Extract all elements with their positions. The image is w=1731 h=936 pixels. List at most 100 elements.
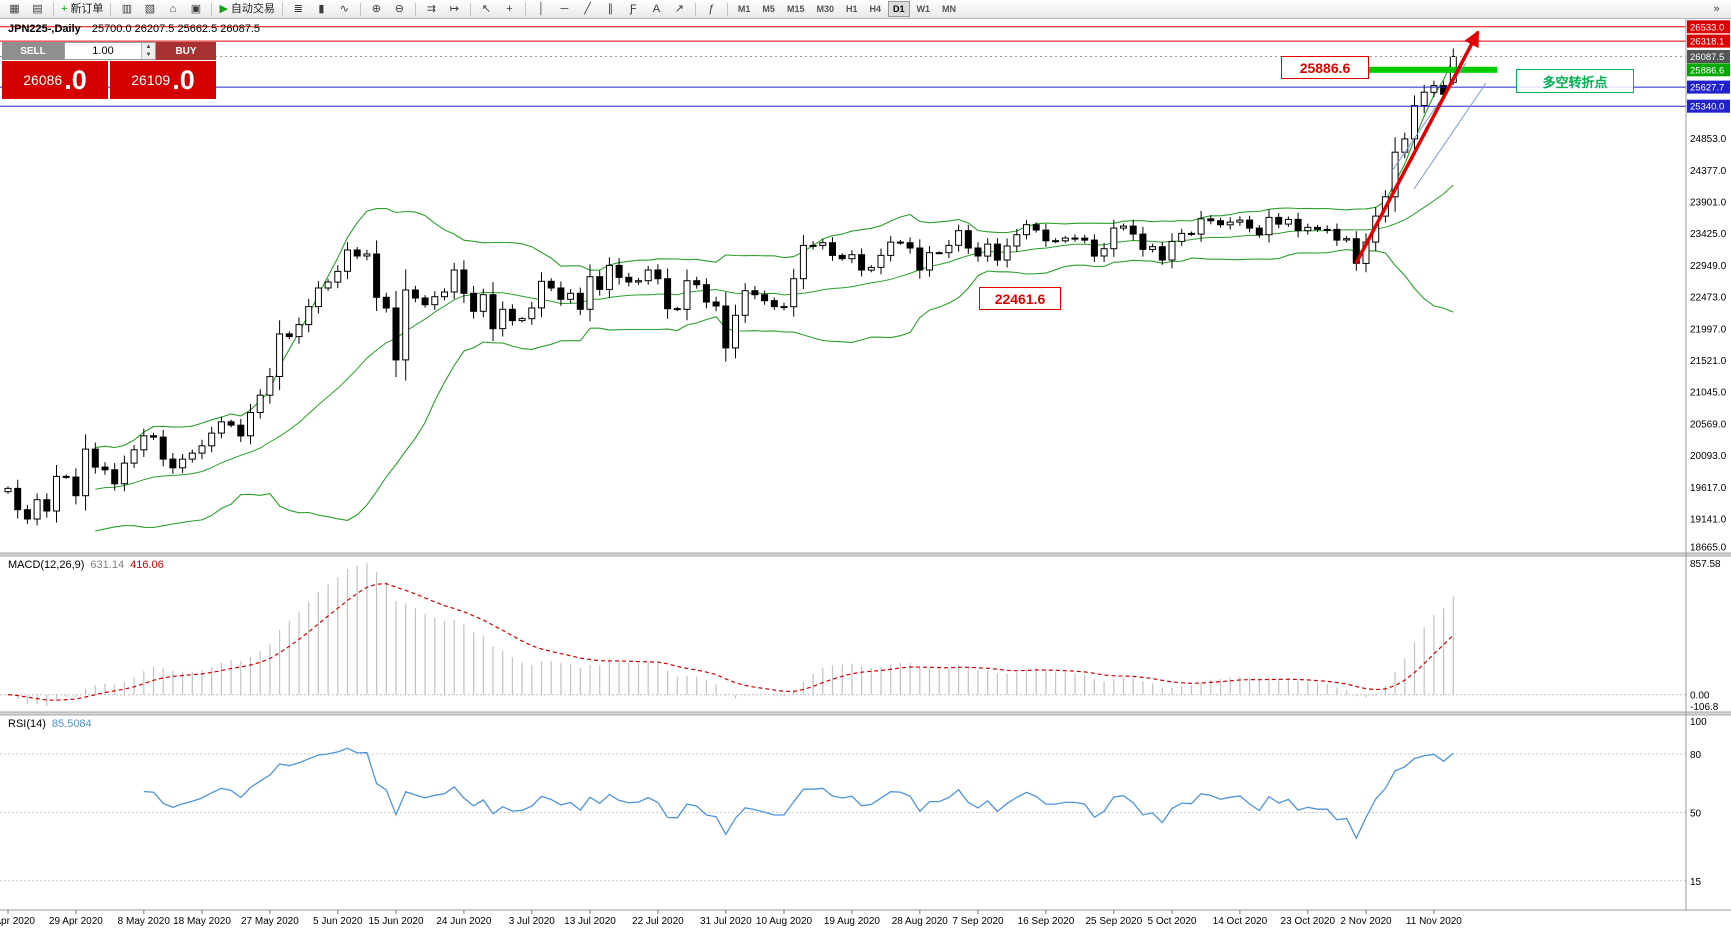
toolbar-button-data-window[interactable]: ▧ (138, 0, 161, 18)
toolbar-button-new-order[interactable]: + 新订单 (58, 0, 106, 18)
timeframe-w1[interactable]: W1 (916, 4, 931, 14)
toolbar-separator (694, 2, 696, 16)
svg-text:2 Nov 2020: 2 Nov 2020 (1340, 916, 1392, 927)
bar-chart-mode-icon: ≣ (293, 3, 304, 15)
toolbar-button-indicators[interactable]: ƒ (700, 0, 723, 18)
arrow-tool-icon: ↗ (674, 3, 685, 15)
sell-button[interactable]: SELL (2, 42, 64, 60)
resistance-price-label[interactable]: 25886.6 (1281, 56, 1369, 79)
trendline-tool-icon: ╱ (584, 3, 591, 15)
toolbar-button-trendline-tool[interactable]: ╱ (576, 0, 599, 18)
svg-text:24377.0: 24377.0 (1690, 166, 1727, 177)
toolbar-separator (359, 2, 361, 16)
svg-text:22473.0: 22473.0 (1690, 293, 1727, 304)
toolbar-button-terminal[interactable]: ▣ (184, 0, 207, 18)
sell-price-frac: .0 (64, 65, 87, 95)
volume-box: ▲ ▼ (64, 42, 156, 60)
timeframe-h4[interactable]: H4 (869, 4, 881, 14)
toolbar-button-zoom-out[interactable]: ⊖ (388, 0, 411, 18)
toolbar-button-fibonacci-tool[interactable]: Ƒ (622, 0, 645, 18)
svg-text:22949.0: 22949.0 (1690, 261, 1727, 272)
svg-text:22 Jul 2020: 22 Jul 2020 (632, 916, 684, 927)
toolbar-separator (110, 2, 112, 16)
svg-text:25886.6: 25886.6 (1690, 65, 1724, 76)
support-price-label[interactable]: 22461.6 (979, 287, 1061, 310)
horizontal-line-tool-icon: ─ (560, 3, 569, 15)
svg-text:3 Jul 2020: 3 Jul 2020 (509, 916, 556, 927)
toolbar-separator (281, 2, 283, 16)
timeframe-mn[interactable]: MN (942, 4, 957, 14)
toolbar-button-navigator[interactable]: ⌂ (161, 0, 184, 18)
chart-title: JPN225-,Daily 25700.0 26207.5 25662.5 26… (8, 23, 260, 35)
svg-text:26318.1: 26318.1 (1690, 37, 1724, 48)
toolbar-button-bar-chart-mode[interactable]: ≣ (287, 0, 310, 18)
toolbar-button-chart-shift[interactable]: ↦ (443, 0, 466, 18)
svg-text:11 Nov 2020: 11 Nov 2020 (1406, 916, 1462, 927)
toolbar-button-channel-tool[interactable]: ∥ (599, 0, 622, 18)
svg-text:23425.0: 23425.0 (1690, 229, 1727, 240)
timeframe-m5[interactable]: M5 (762, 4, 775, 14)
sell-price-button[interactable]: 26086 .0 (2, 61, 108, 99)
indicators-icon: ƒ (708, 3, 715, 15)
timeframe-m1[interactable]: M1 (737, 4, 751, 14)
volume-input[interactable] (65, 44, 141, 58)
toolbar-button-vertical-line-tool[interactable]: │ (530, 0, 553, 18)
svg-text:18 May 2020: 18 May 2020 (173, 916, 231, 927)
toolbar-button-chart-profiles[interactable]: ▤ (26, 0, 49, 18)
volume-stepper: ▲ ▼ (141, 43, 155, 59)
timeframe-d1[interactable]: D1 (888, 1, 910, 17)
toolbar-button-toolbar-overflow[interactable]: » (1713, 3, 1720, 15)
cursor-mode-icon: ↖ (481, 3, 492, 15)
toolbar-separator (414, 2, 416, 16)
svg-text:0.00: 0.00 (1690, 691, 1710, 702)
channel-tool-icon: ∥ (607, 3, 614, 15)
svg-text:26087.5: 26087.5 (1690, 52, 1724, 63)
toolbar-button-auto-scroll[interactable]: ⇉ (420, 0, 443, 18)
svg-text:25627.7: 25627.7 (1690, 83, 1724, 94)
volume-increase-button[interactable]: ▲ (142, 43, 155, 51)
chart-shift-icon: ↦ (449, 3, 460, 15)
toolbar-button-horizontal-line-tool[interactable]: ─ (553, 0, 576, 18)
line-chart-mode-icon: ∿ (339, 3, 350, 15)
timeframe-m15[interactable]: M15 (786, 4, 805, 14)
turning-point-note[interactable]: 多空转折点 (1516, 69, 1634, 93)
toolbar-button-cursor-mode[interactable]: ↖ (475, 0, 498, 18)
svg-text:20093.0: 20093.0 (1690, 451, 1727, 462)
new-chart-icon: ▦ (9, 3, 20, 15)
svg-text:21521.0: 21521.0 (1690, 356, 1727, 367)
toolbar-button-candlestick-mode[interactable]: ▮ (310, 0, 333, 18)
toolbar-button-crosshair-mode[interactable]: + (498, 0, 521, 18)
toolbar-separator (53, 2, 54, 16)
sell-price-main: 26086 (23, 72, 63, 88)
toolbar-right-group: » (1705, 0, 1728, 18)
svg-text:8 May 2020: 8 May 2020 (118, 916, 171, 927)
market-watch-icon: ▥ (121, 3, 133, 15)
svg-text:29 Apr 2020: 29 Apr 2020 (49, 916, 103, 927)
svg-text:50: 50 (1690, 809, 1702, 820)
timeframe-h1[interactable]: H1 (845, 4, 858, 14)
crosshair-mode-icon: + (506, 3, 513, 15)
toolbar-button-text-tool[interactable]: A (645, 0, 668, 18)
rsi-pane-label: RSI(14) 85.5084 (8, 718, 92, 730)
candlestick-mode-icon: ▮ (318, 3, 325, 15)
svg-text:25 Sep 2020: 25 Sep 2020 (1085, 916, 1142, 927)
svg-text:19141.0: 19141.0 (1690, 514, 1727, 525)
svg-text:100: 100 (1690, 717, 1707, 728)
auto-scroll-icon: ⇉ (426, 3, 437, 15)
buy-button[interactable]: BUY (156, 42, 216, 60)
buy-price-main: 26109 (131, 72, 171, 88)
toolbar-button-autotrading[interactable]: ▶ 自动交易 (216, 0, 277, 18)
toolbar-button-new-chart[interactable]: ▦ (3, 0, 26, 18)
volume-decrease-button[interactable]: ▼ (142, 51, 155, 59)
buy-price-button[interactable]: 26109 .0 (110, 61, 216, 99)
toolbar-button-line-chart-mode[interactable]: ∿ (333, 0, 356, 18)
toolbar-button-market-watch[interactable]: ▥ (115, 0, 138, 18)
svg-text:31 Jul 2020: 31 Jul 2020 (700, 916, 752, 927)
new-order-label: 新订单 (70, 3, 104, 15)
toolbar-button-arrow-tool[interactable]: ↗ (668, 0, 691, 18)
svg-text:26533.0: 26533.0 (1690, 22, 1724, 33)
timeframe-m30[interactable]: M30 (816, 4, 834, 14)
toolbar-button-zoom-in[interactable]: ⊕ (365, 0, 388, 18)
zoom-out-icon: ⊖ (394, 3, 405, 15)
